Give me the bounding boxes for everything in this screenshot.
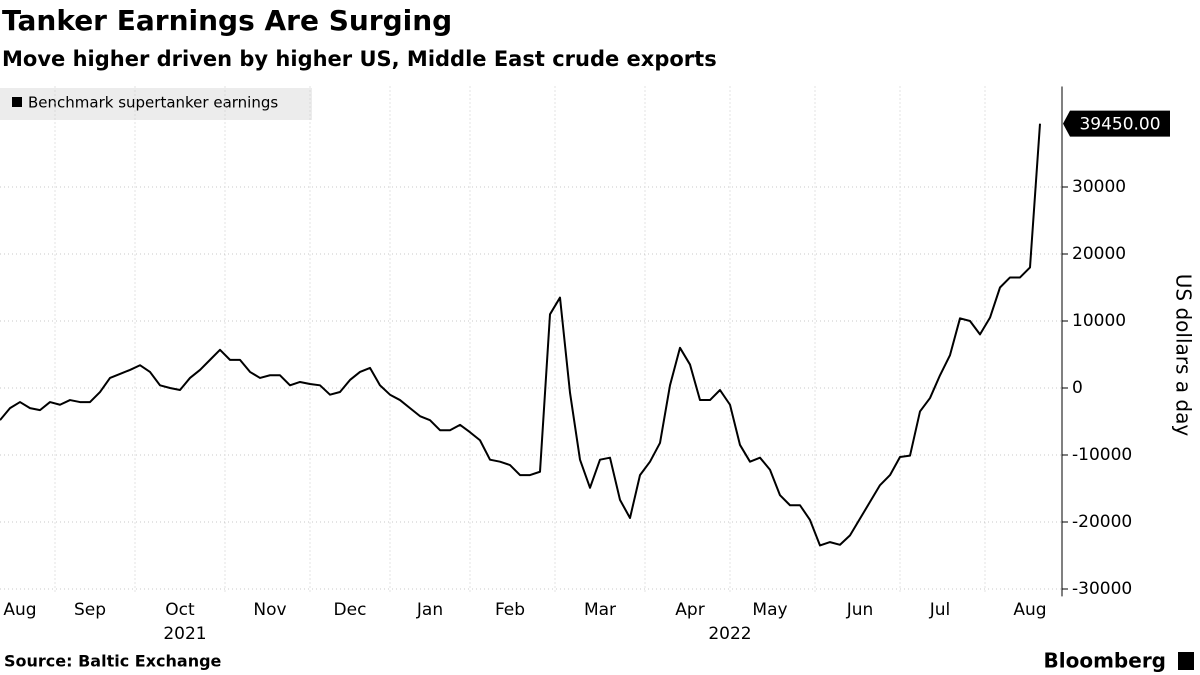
x-tick-label: Jan bbox=[416, 600, 443, 620]
brand: Bloomberg bbox=[1044, 649, 1166, 673]
x-tick-label: Jul bbox=[929, 600, 951, 620]
x-tick-label: Aug bbox=[3, 600, 36, 620]
x-tick-label: Nov bbox=[253, 600, 286, 620]
x-group-label: 2021 bbox=[163, 624, 206, 644]
x-tick-label: Oct bbox=[165, 600, 195, 620]
value-label: 39450.00 bbox=[1079, 115, 1160, 135]
y-tick-label: 30000 bbox=[1072, 177, 1126, 197]
y-tick-label: -30000 bbox=[1072, 579, 1132, 599]
y-tick-label: 20000 bbox=[1072, 244, 1126, 264]
x-tick-label: Feb bbox=[495, 600, 525, 620]
chart-subtitle: Move higher driven by higher US, Middle … bbox=[2, 47, 717, 71]
x-group-label: 2022 bbox=[708, 624, 751, 644]
legend-label: Benchmark supertanker earnings bbox=[28, 94, 278, 112]
brand-icon bbox=[1178, 652, 1194, 670]
source: Source: Baltic Exchange bbox=[4, 652, 222, 671]
x-tick-label: Sep bbox=[74, 600, 106, 620]
x-tick-label: Jun bbox=[846, 600, 874, 620]
line bbox=[0, 123, 1041, 547]
y-tick-label: 0 bbox=[1072, 378, 1083, 398]
x-tick-label: Aug bbox=[1013, 600, 1046, 620]
chart-title: Tanker Earnings Are Surging bbox=[2, 4, 452, 37]
value-label-box bbox=[1063, 110, 1170, 137]
x-tick-label: Apr bbox=[675, 600, 704, 620]
x-tick-label: Mar bbox=[584, 600, 616, 620]
y-axis-title: US dollars a day bbox=[1172, 274, 1196, 437]
legend-box bbox=[0, 88, 312, 120]
x-tick-label: May bbox=[752, 600, 787, 620]
y-tick-label: -10000 bbox=[1072, 445, 1132, 465]
x-tick-label: Dec bbox=[334, 600, 367, 620]
legend-marker bbox=[12, 97, 22, 107]
y-tick-label: -20000 bbox=[1072, 512, 1132, 532]
y-tick-label: 10000 bbox=[1072, 311, 1126, 331]
